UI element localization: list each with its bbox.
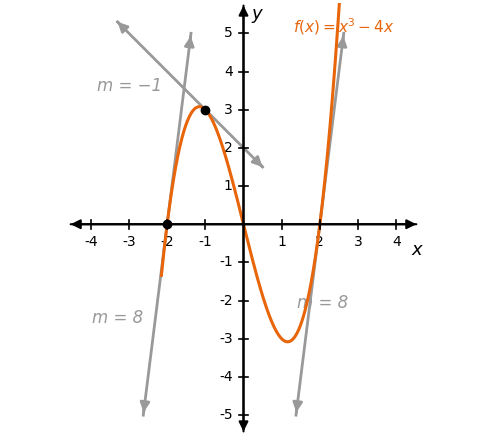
Text: 5: 5 bbox=[224, 26, 233, 40]
Text: -5: -5 bbox=[219, 408, 233, 422]
Text: -2: -2 bbox=[219, 294, 233, 308]
Text: 4: 4 bbox=[224, 65, 233, 79]
Text: $x$: $x$ bbox=[411, 241, 424, 260]
Text: 3: 3 bbox=[354, 235, 362, 249]
Text: 4: 4 bbox=[392, 235, 401, 249]
Text: -4: -4 bbox=[84, 235, 97, 249]
Text: -3: -3 bbox=[122, 235, 136, 249]
Text: 2: 2 bbox=[316, 235, 324, 249]
Text: -2: -2 bbox=[160, 235, 174, 249]
Text: m = −1: m = −1 bbox=[96, 76, 162, 94]
Text: -3: -3 bbox=[219, 332, 233, 346]
Text: -1: -1 bbox=[198, 235, 212, 249]
Text: 2: 2 bbox=[224, 141, 233, 155]
Text: 1: 1 bbox=[277, 235, 286, 249]
Text: m = 8: m = 8 bbox=[297, 294, 348, 312]
Text: -4: -4 bbox=[219, 370, 233, 384]
Text: $f(x) = x^3 - 4x$: $f(x) = x^3 - 4x$ bbox=[293, 16, 395, 37]
Text: $y$: $y$ bbox=[251, 7, 264, 24]
Text: m = 8: m = 8 bbox=[92, 309, 143, 327]
Text: 1: 1 bbox=[224, 179, 233, 193]
Text: -1: -1 bbox=[219, 255, 233, 269]
Text: 3: 3 bbox=[224, 103, 233, 117]
